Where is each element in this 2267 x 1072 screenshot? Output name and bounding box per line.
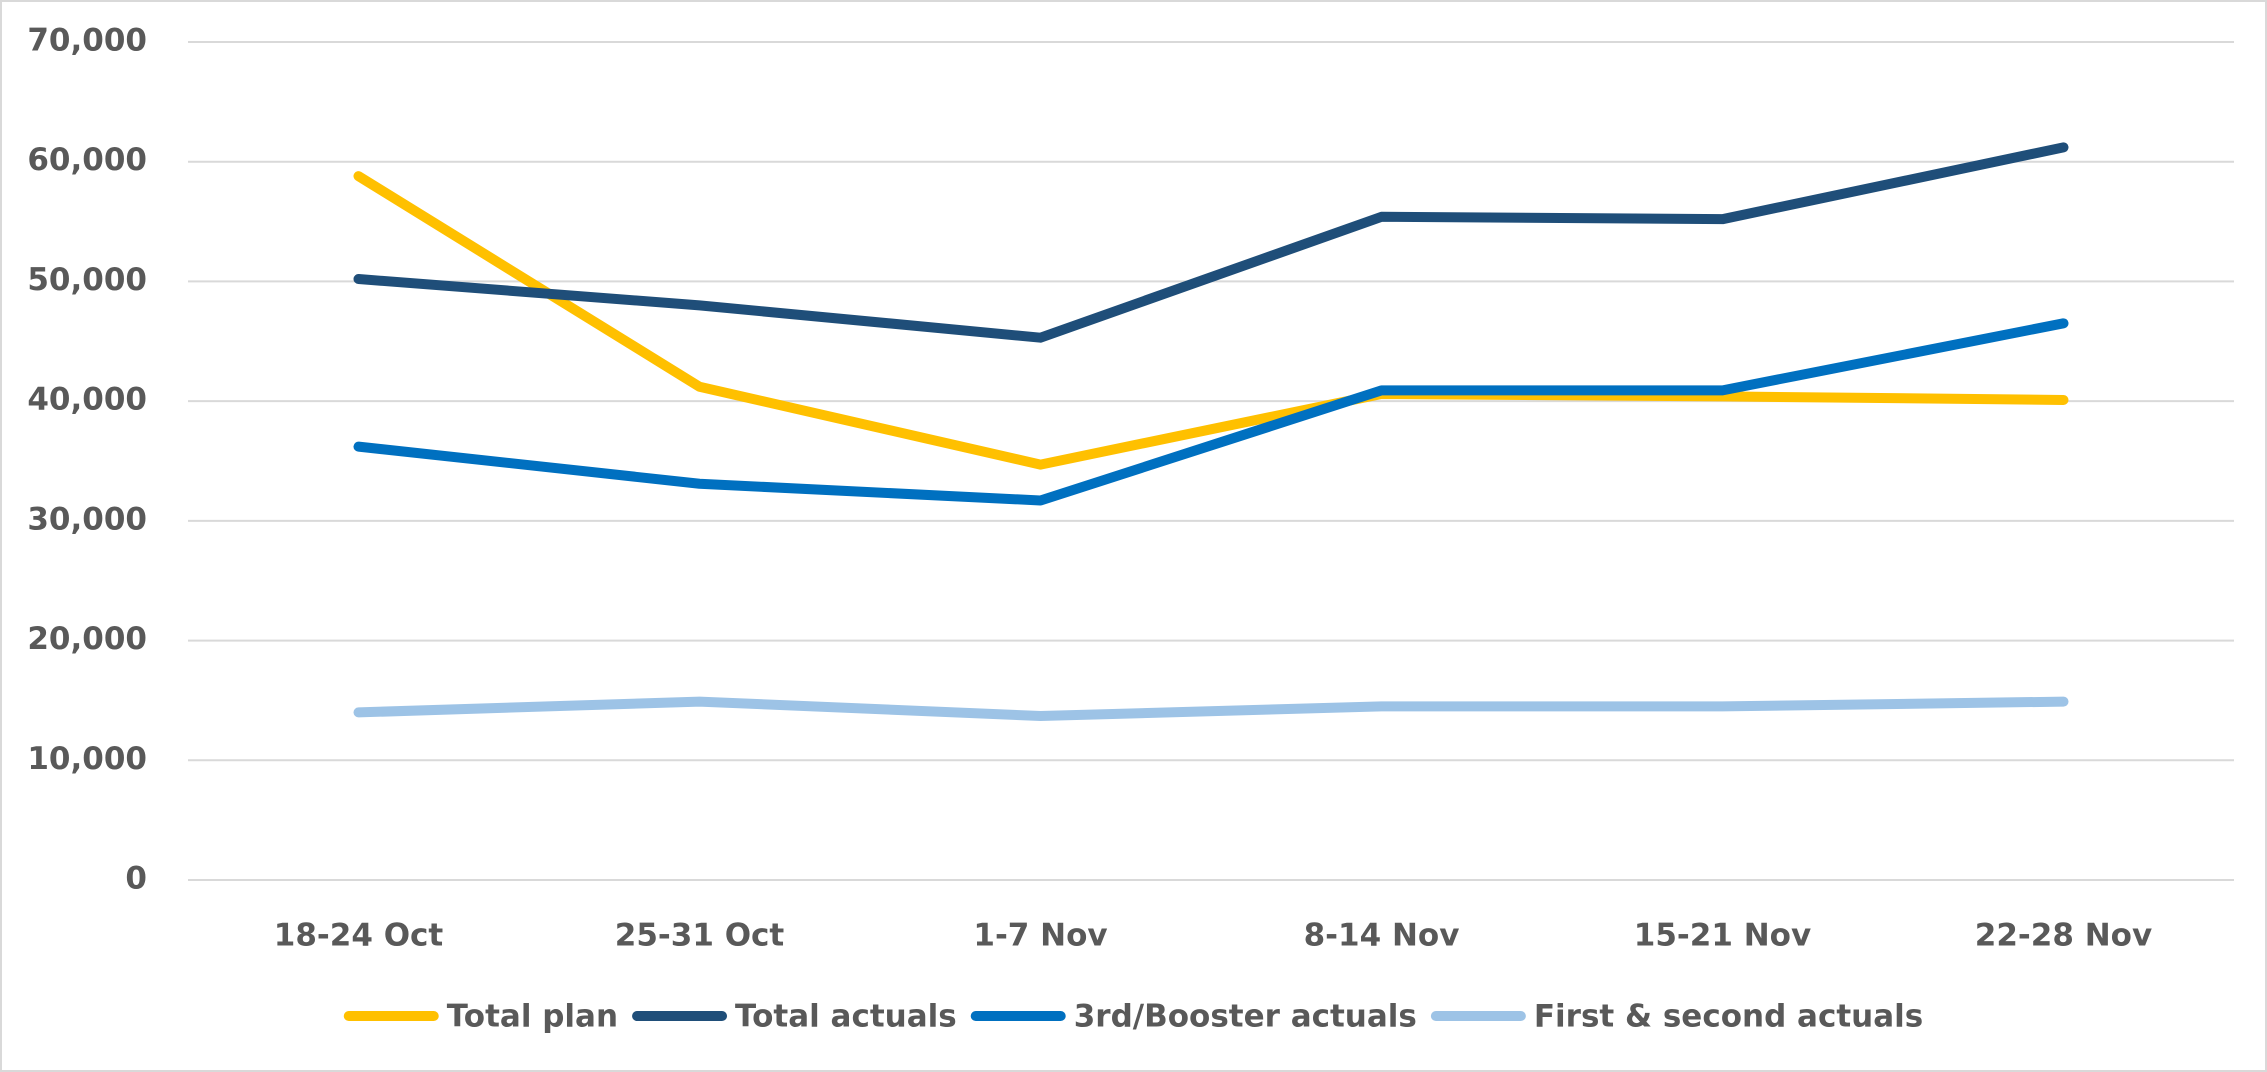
y-tick-label: 50,000 [27,262,147,298]
x-tick-label: 15-21 Nov [1634,918,1811,954]
series-line [353,171,2069,470]
y-tick-label: 20,000 [27,621,147,657]
legend-label: Total plan [447,999,618,1035]
series-line [353,318,2069,506]
x-tick-label: 18-24 Oct [274,918,444,954]
y-tick-label: 70,000 [27,23,147,59]
y-tick-label: 0 [125,861,147,897]
legend-label: 3rd/Booster actuals [1074,999,1417,1035]
legend-label: First & second actuals [1534,999,1923,1035]
legend-label: Total actuals [735,999,957,1035]
x-tick-label: 8-14 Nov [1304,918,1460,954]
x-tick-label: 22-28 Nov [1975,918,2152,954]
series-line [353,142,2069,343]
y-tick-label: 40,000 [27,382,147,418]
x-tick-label: 1-7 Nov [973,918,1107,954]
y-tick-label: 60,000 [27,142,147,178]
y-tick-label: 10,000 [27,741,147,777]
x-tick-label: 25-31 Oct [615,918,785,954]
series-line [353,696,2069,721]
y-tick-label: 30,000 [27,501,147,537]
